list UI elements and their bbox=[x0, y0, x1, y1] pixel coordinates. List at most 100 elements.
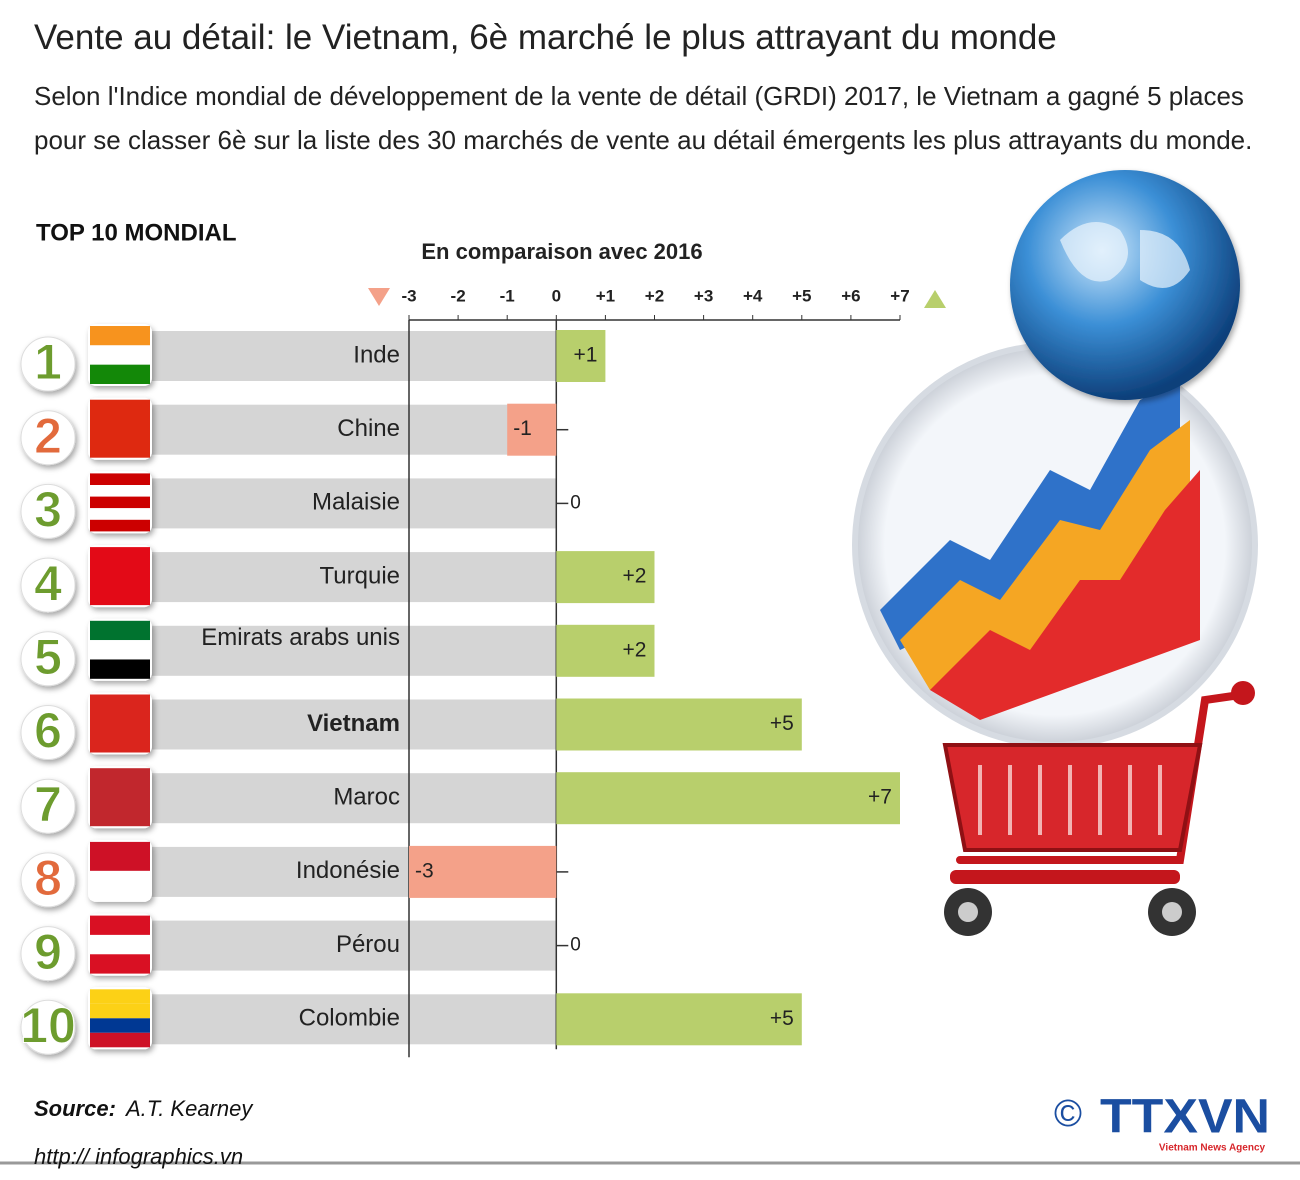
row-background bbox=[130, 699, 557, 750]
rank-badge bbox=[20, 557, 76, 613]
category-label: Pérou bbox=[336, 931, 400, 958]
value-label: +7 bbox=[868, 786, 892, 809]
decrease-marker bbox=[368, 288, 390, 306]
rank-badge bbox=[20, 999, 76, 1055]
flag-stripe bbox=[90, 326, 150, 346]
x-tick-label: -3 bbox=[401, 286, 416, 305]
illustration bbox=[852, 170, 1258, 936]
x-tick-label: +7 bbox=[890, 286, 909, 305]
flag-stripe bbox=[90, 1003, 150, 1019]
subtitle: Selon l'Indice mondial de développement … bbox=[34, 81, 1253, 155]
bar bbox=[556, 624, 655, 677]
flag-stripe bbox=[90, 915, 150, 935]
flag-stripe bbox=[90, 508, 150, 520]
flag-stripe bbox=[90, 989, 150, 1004]
value-label: +5 bbox=[770, 712, 794, 735]
category-label: Turquie bbox=[320, 562, 400, 589]
category-label: Vietnam bbox=[307, 710, 400, 737]
rank-badge bbox=[20, 852, 76, 908]
row-background bbox=[130, 552, 557, 603]
value-label: +1 bbox=[573, 344, 597, 367]
x-tick-label: +6 bbox=[841, 286, 860, 305]
rank-badge bbox=[20, 631, 76, 687]
flag-stripe bbox=[90, 399, 150, 458]
x-tick-label: 0 bbox=[552, 286, 561, 305]
flag-stripe bbox=[90, 954, 150, 974]
category-label: Indonésie bbox=[296, 857, 400, 884]
value-label: +5 bbox=[770, 1007, 794, 1030]
flag-stripe bbox=[90, 694, 150, 753]
category-label: Colombie bbox=[299, 1005, 400, 1032]
flag-stripe bbox=[90, 519, 150, 532]
x-tick-label: +2 bbox=[645, 286, 664, 305]
bar bbox=[507, 403, 557, 456]
flag-stripe bbox=[90, 659, 150, 679]
rank: 1 bbox=[34, 334, 62, 390]
x-tick-label: +4 bbox=[743, 286, 763, 305]
x-tick-label: +3 bbox=[694, 286, 713, 305]
axis-title: En comparaison avec 2016 bbox=[421, 239, 702, 264]
category-label: Malaisie bbox=[312, 489, 400, 516]
x-tick-label: +1 bbox=[596, 286, 615, 305]
flag-stripe bbox=[90, 1032, 150, 1048]
agency-full: Vietnam News Agency bbox=[1159, 1143, 1266, 1154]
rank-badge bbox=[20, 336, 76, 392]
section-title: TOP 10 MONDIAL bbox=[36, 219, 236, 246]
category-label: Emirats arabs unis bbox=[201, 624, 400, 651]
flag-stripe bbox=[90, 870, 150, 900]
value-label: -3 bbox=[415, 859, 434, 882]
bar bbox=[409, 845, 557, 898]
increase-marker bbox=[924, 290, 946, 308]
rank: 9 bbox=[34, 924, 62, 980]
row-background bbox=[130, 994, 557, 1045]
row-background bbox=[130, 478, 557, 529]
rank-badge bbox=[20, 483, 76, 539]
rank: 5 bbox=[34, 629, 62, 685]
category-label: Chine bbox=[337, 415, 400, 442]
rank: 10 bbox=[20, 998, 76, 1054]
rank: 3 bbox=[34, 482, 62, 538]
bar bbox=[556, 330, 606, 382]
agency: TTXVN bbox=[1100, 1091, 1270, 1144]
rank: 7 bbox=[34, 776, 62, 832]
flag-stripe bbox=[90, 1018, 150, 1033]
copyright: © bbox=[1054, 1093, 1082, 1135]
flag-stripe bbox=[90, 496, 150, 509]
row-background bbox=[130, 331, 557, 381]
value-label: +2 bbox=[623, 638, 647, 661]
flag-stripe bbox=[90, 473, 150, 485]
bar bbox=[556, 772, 900, 825]
rank: 6 bbox=[34, 703, 62, 759]
flag-stripe bbox=[90, 485, 150, 497]
url: http:// infographics.vn bbox=[34, 1144, 243, 1169]
x-tick-label: +5 bbox=[792, 286, 811, 305]
rank: 4 bbox=[34, 555, 62, 611]
bar bbox=[556, 993, 802, 1046]
flag-stripe bbox=[90, 345, 150, 365]
category-label: Maroc bbox=[333, 784, 400, 811]
row-background bbox=[130, 625, 557, 676]
value-label: 0 bbox=[570, 492, 581, 513]
flag-stripe bbox=[90, 640, 150, 660]
flag-stripe bbox=[90, 364, 150, 384]
category-label: Inde bbox=[353, 341, 400, 368]
title: Vente au détail: le Vietnam, 6è marché l… bbox=[34, 18, 1057, 57]
value-label: +2 bbox=[623, 565, 647, 588]
row-background bbox=[130, 773, 557, 824]
x-tick-label: -1 bbox=[500, 286, 515, 305]
flag-stripe bbox=[90, 768, 150, 827]
row-background bbox=[130, 404, 557, 455]
rank-badge bbox=[20, 705, 76, 760]
flag-stripe bbox=[90, 620, 150, 641]
flag-stripe bbox=[90, 841, 150, 871]
bar bbox=[556, 698, 802, 751]
rank: 8 bbox=[34, 850, 62, 906]
rank-badge bbox=[20, 410, 76, 466]
value-label: 0 bbox=[570, 935, 581, 956]
bar bbox=[556, 551, 655, 604]
x-tick-label: -2 bbox=[451, 286, 466, 305]
rank: 2 bbox=[34, 408, 62, 464]
rank-badge bbox=[20, 778, 76, 834]
